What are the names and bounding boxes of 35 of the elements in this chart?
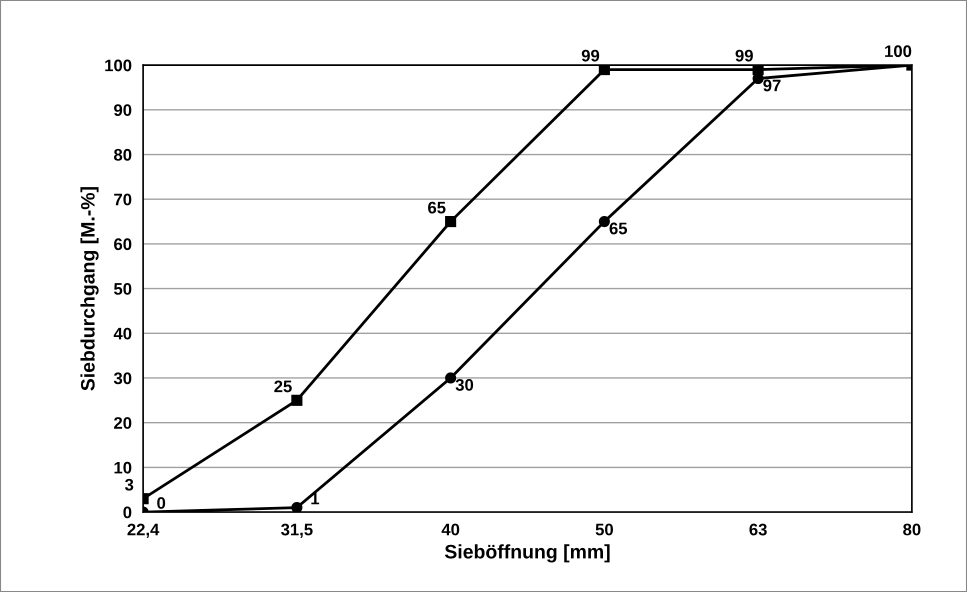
x-tick-label: 31,5 bbox=[281, 524, 313, 538]
point bbox=[291, 502, 302, 512]
y-tick-label: 60 bbox=[114, 238, 132, 250]
x-axis-title: Sieböffnung [mm] bbox=[444, 544, 610, 562]
y-tick-label: 20 bbox=[114, 417, 132, 429]
x-tick-label: 22,4 bbox=[127, 524, 160, 538]
point bbox=[291, 394, 302, 406]
y-tick-label: 90 bbox=[114, 104, 132, 116]
data-label: 30 bbox=[456, 378, 474, 391]
data-label: 0 bbox=[157, 497, 166, 509]
data-label: 25 bbox=[274, 380, 292, 392]
y-axis-title: Siebdurchgang [M.-%] bbox=[80, 187, 99, 391]
y-tick-label: 70 bbox=[114, 194, 132, 206]
x-tick-label: 80 bbox=[903, 524, 920, 536]
data-label: 99 bbox=[582, 50, 600, 62]
data-label: 100 bbox=[885, 45, 912, 58]
y-tick-label: 30 bbox=[114, 372, 132, 384]
y-tick-label: 40 bbox=[114, 328, 132, 340]
y-tick-label: 0 bbox=[123, 506, 132, 518]
data-label: 65 bbox=[428, 202, 446, 214]
point bbox=[445, 372, 456, 384]
data-label: 97 bbox=[763, 80, 781, 92]
y-tick-label: 80 bbox=[114, 148, 132, 161]
point bbox=[598, 216, 610, 228]
y-tick-label: 100 bbox=[105, 60, 132, 72]
x-tick-label: 63 bbox=[749, 524, 767, 536]
point bbox=[598, 65, 610, 76]
data-label: 99 bbox=[736, 50, 753, 62]
x-tick-label: 40 bbox=[442, 524, 460, 536]
point bbox=[445, 216, 456, 228]
y-tick-label: 50 bbox=[114, 283, 132, 295]
data-label: 65 bbox=[610, 222, 628, 234]
y-tick-label: 10 bbox=[114, 462, 132, 474]
x-tick-label: 50 bbox=[596, 524, 613, 536]
data-label: 3 bbox=[124, 478, 134, 491]
